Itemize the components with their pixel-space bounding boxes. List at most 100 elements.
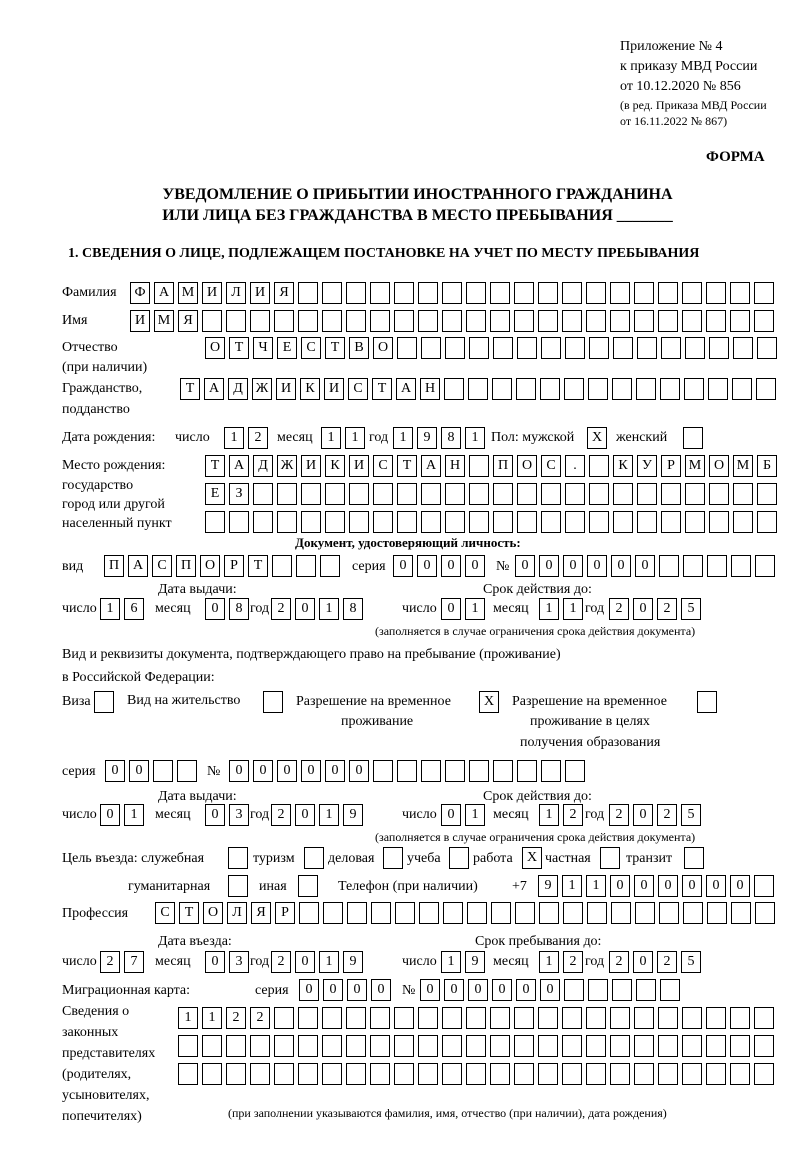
char-box[interactable]: [442, 282, 462, 304]
char-box[interactable]: 3: [229, 951, 249, 973]
char-box[interactable]: 0: [129, 760, 149, 782]
char-box[interactable]: [325, 483, 345, 505]
char-box[interactable]: [565, 511, 585, 533]
char-box[interactable]: 0: [301, 760, 321, 782]
char-box[interactable]: [296, 555, 316, 577]
char-box[interactable]: [370, 282, 390, 304]
char-box[interactable]: 2: [271, 804, 291, 826]
char-box[interactable]: [634, 310, 654, 332]
char-box[interactable]: [659, 555, 679, 577]
char-box[interactable]: 0: [706, 875, 726, 897]
char-box[interactable]: [709, 337, 729, 359]
char-box[interactable]: [394, 310, 414, 332]
char-box[interactable]: [562, 1007, 582, 1029]
char-box[interactable]: [635, 902, 655, 924]
char-box[interactable]: 1: [319, 951, 339, 973]
char-box[interactable]: [658, 1035, 678, 1057]
char-box[interactable]: [202, 310, 222, 332]
char-box[interactable]: 5: [681, 598, 701, 620]
char-box[interactable]: [373, 483, 393, 505]
char-box[interactable]: [349, 483, 369, 505]
char-box[interactable]: [250, 310, 270, 332]
char-box[interactable]: 0: [492, 979, 512, 1001]
char-box[interactable]: [397, 337, 417, 359]
checkbox-box[interactable]: X: [522, 847, 542, 869]
char-box[interactable]: [370, 1063, 390, 1085]
char-box[interactable]: [467, 902, 487, 924]
char-box[interactable]: [660, 979, 680, 1001]
char-box[interactable]: [754, 1007, 774, 1029]
char-box[interactable]: [682, 282, 702, 304]
char-box[interactable]: Ч: [253, 337, 273, 359]
char-box[interactable]: [514, 1035, 534, 1057]
char-box[interactable]: [298, 282, 318, 304]
char-box[interactable]: 0: [682, 875, 702, 897]
checkbox-box[interactable]: [383, 847, 403, 869]
checkbox-box[interactable]: [228, 875, 248, 897]
char-box[interactable]: С: [301, 337, 321, 359]
char-box[interactable]: 0: [465, 555, 485, 577]
checkbox-box[interactable]: [304, 847, 324, 869]
char-box[interactable]: [421, 760, 441, 782]
char-box[interactable]: 1: [539, 951, 559, 973]
char-box[interactable]: 0: [205, 804, 225, 826]
char-box[interactable]: [709, 483, 729, 505]
char-box[interactable]: А: [229, 455, 249, 477]
char-box[interactable]: [709, 511, 729, 533]
char-box[interactable]: [493, 760, 513, 782]
char-box[interactable]: [322, 1063, 342, 1085]
char-box[interactable]: [589, 511, 609, 533]
checkbox-box[interactable]: [683, 427, 703, 449]
char-box[interactable]: 0: [516, 979, 536, 1001]
char-box[interactable]: [442, 1063, 462, 1085]
char-box[interactable]: [755, 555, 775, 577]
char-box[interactable]: [756, 378, 776, 400]
checkbox-box[interactable]: [94, 691, 114, 713]
char-box[interactable]: И: [324, 378, 344, 400]
char-box[interactable]: [370, 1035, 390, 1057]
checkbox-box[interactable]: X: [479, 691, 499, 713]
char-box[interactable]: [469, 760, 489, 782]
char-box[interactable]: [517, 483, 537, 505]
char-box[interactable]: [634, 282, 654, 304]
char-box[interactable]: [684, 378, 704, 400]
char-box[interactable]: [468, 378, 488, 400]
char-box[interactable]: [565, 337, 585, 359]
char-box[interactable]: [443, 902, 463, 924]
char-box[interactable]: П: [493, 455, 513, 477]
char-box[interactable]: 0: [441, 804, 461, 826]
char-box[interactable]: 0: [587, 555, 607, 577]
char-box[interactable]: 0: [205, 598, 225, 620]
char-box[interactable]: А: [128, 555, 148, 577]
char-box[interactable]: 2: [271, 598, 291, 620]
char-box[interactable]: 0: [634, 875, 654, 897]
char-box[interactable]: [229, 511, 249, 533]
char-box[interactable]: [466, 1007, 486, 1029]
char-box[interactable]: С: [348, 378, 368, 400]
char-box[interactable]: [250, 1035, 270, 1057]
char-box[interactable]: [541, 760, 561, 782]
char-box[interactable]: [371, 902, 391, 924]
char-box[interactable]: [178, 1063, 198, 1085]
char-box[interactable]: [298, 1035, 318, 1057]
char-box[interactable]: [322, 282, 342, 304]
char-box[interactable]: Д: [228, 378, 248, 400]
char-box[interactable]: Т: [325, 337, 345, 359]
char-box[interactable]: Я: [251, 902, 271, 924]
char-box[interactable]: [421, 483, 441, 505]
char-box[interactable]: [298, 1007, 318, 1029]
char-box[interactable]: Т: [372, 378, 392, 400]
char-box[interactable]: [661, 511, 681, 533]
char-box[interactable]: [370, 310, 390, 332]
char-box[interactable]: 9: [343, 951, 363, 973]
char-box[interactable]: 0: [658, 875, 678, 897]
char-box[interactable]: [493, 483, 513, 505]
char-box[interactable]: [562, 1035, 582, 1057]
char-box[interactable]: [565, 760, 585, 782]
char-box[interactable]: [661, 483, 681, 505]
char-box[interactable]: [517, 511, 537, 533]
char-box[interactable]: [637, 337, 657, 359]
checkbox-box[interactable]: [684, 847, 704, 869]
char-box[interactable]: Р: [224, 555, 244, 577]
char-box[interactable]: 2: [100, 951, 120, 973]
